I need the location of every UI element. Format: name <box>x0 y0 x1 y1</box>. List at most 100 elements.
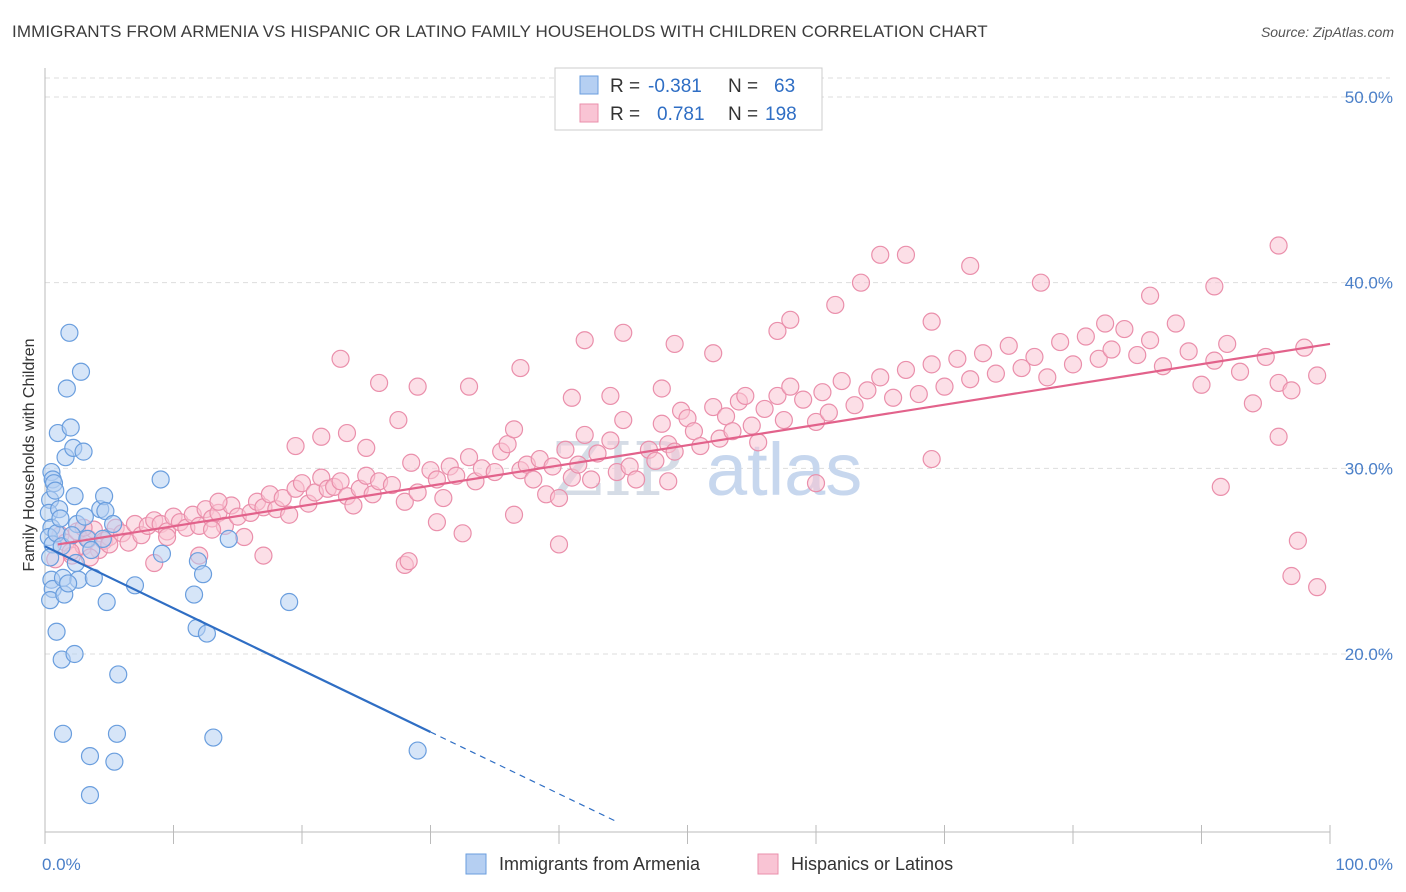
hispanics-point-134 <box>1128 345 1147 365</box>
hispanics-point-124 <box>999 336 1018 355</box>
hispanics-point-71 <box>524 470 543 489</box>
chart-source: Source: ZipAtlas.com <box>1260 24 1394 40</box>
armenia-point-24 <box>65 487 84 506</box>
hispanics-point-129 <box>1063 355 1083 374</box>
series-hispanics-points <box>46 236 1327 597</box>
hispanics-point-178 <box>357 438 376 458</box>
hispanics-point-195 <box>659 472 678 491</box>
legend-n-value-1: 63 <box>774 76 795 97</box>
hispanics-point-193 <box>504 505 524 524</box>
watermark-atlas: atlas <box>706 428 862 511</box>
hispanics-point-162 <box>665 334 684 354</box>
armenia-point-21 <box>60 323 79 342</box>
hispanics-point-153 <box>1031 273 1050 292</box>
hispanics-point-116 <box>896 360 916 380</box>
correlation-legend: R = -0.381 N = 63 R = 0.781 N = 198 <box>554 67 823 131</box>
hispanics-point-180 <box>209 492 228 511</box>
hispanics-point-65 <box>485 462 504 482</box>
hispanics-point-159 <box>1096 314 1115 333</box>
hispanics-point-199 <box>1269 427 1288 446</box>
x-tick-label-0: 0.0% <box>42 855 81 874</box>
hispanics-point-133 <box>1115 319 1134 339</box>
hispanics-point-143 <box>1243 394 1263 413</box>
hispanics-point-54 <box>395 492 414 511</box>
armenia-point-48 <box>184 585 204 604</box>
hispanics-point-177 <box>337 423 357 443</box>
hispanics-point-197 <box>922 449 941 469</box>
armenia-point-41 <box>97 592 116 612</box>
x-tick-label-1: 100.0% <box>1335 855 1393 874</box>
hispanics-point-59 <box>434 488 453 508</box>
hispanics-point-171 <box>704 344 723 363</box>
hispanics-point-150 <box>871 245 890 264</box>
armenia-point-42 <box>104 514 123 534</box>
armenia-point-44 <box>152 544 172 563</box>
series-legend: Immigrants from Armenia Hispanics or Lat… <box>465 853 953 875</box>
hispanics-point-144 <box>1256 347 1275 367</box>
hispanics-trend-line <box>57 342 1331 546</box>
hispanics-point-149 <box>851 273 871 292</box>
hispanics-point-101 <box>742 416 761 435</box>
armenia-point-45 <box>151 470 170 489</box>
armenia-point-47 <box>193 565 213 584</box>
armenia-point-22 <box>61 418 80 437</box>
hispanics-point-170 <box>562 388 581 407</box>
hispanics-point-173 <box>781 310 800 329</box>
hispanics-point-40 <box>292 474 312 493</box>
hispanics-point-86 <box>626 470 646 489</box>
y-axis-label: Family Households with Children <box>21 339 38 572</box>
armenia-point-33 <box>75 507 94 526</box>
hispanics-point-79 <box>575 425 594 445</box>
hispanics-point-164 <box>511 358 530 378</box>
hispanics-point-160 <box>768 321 787 341</box>
hispanics-point-99 <box>723 422 742 441</box>
hispanics-point-168 <box>459 377 479 396</box>
legend-swatch-blue <box>579 75 599 95</box>
hispanics-point-114 <box>871 368 890 387</box>
hispanics-point-120 <box>948 349 967 368</box>
hispanics-point-89 <box>652 414 671 433</box>
hispanics-point-102 <box>749 433 768 452</box>
hispanics-point-113 <box>858 381 877 400</box>
hispanics-point-119 <box>935 377 954 396</box>
bottom-legend-swatch-armenia <box>465 853 487 875</box>
legend-n-value-2: 198 <box>765 104 797 125</box>
hispanics-point-88 <box>646 451 665 471</box>
tick-labels: 20.0% 30.0% 40.0% 50.0% 0.0% 100.0% <box>42 88 1393 874</box>
hispanics-point-181 <box>202 520 222 539</box>
hispanics-point-103 <box>755 399 774 419</box>
hispanics-point-191 <box>427 513 447 532</box>
hispanics-point-201 <box>1282 566 1301 586</box>
armenia-point-20 <box>57 379 76 398</box>
hispanics-point-117 <box>909 384 928 404</box>
armenia-point-55 <box>65 644 84 664</box>
hispanics-point-198 <box>1211 477 1230 496</box>
hispanics-point-175 <box>312 427 331 446</box>
hispanics-point-169 <box>601 386 620 406</box>
series-armenia-points <box>39 323 427 805</box>
hispanics-point-196 <box>806 474 826 493</box>
y-tick-label-2: 40.0% <box>1345 274 1393 293</box>
hispanics-point-84 <box>614 410 633 430</box>
hispanics-point-132 <box>1102 340 1121 359</box>
hispanics-point-176 <box>286 436 305 456</box>
hispanics-point-78 <box>569 455 588 474</box>
hispanics-point-161 <box>614 323 633 342</box>
hispanics-point-146 <box>1282 381 1301 400</box>
armenia-point-32 <box>74 442 93 461</box>
armenia-point-43 <box>125 576 145 595</box>
legend-r-value-2: 0.781 <box>657 104 705 125</box>
armenia-point-31 <box>71 362 91 381</box>
hispanics-point-111 <box>832 371 851 391</box>
hispanics-point-148 <box>1308 366 1327 385</box>
armenia-point-51 <box>219 529 238 548</box>
hispanics-point-166 <box>370 373 389 393</box>
hispanics-point-53 <box>382 475 402 495</box>
bottom-legend-armenia: Immigrants from Armenia <box>499 854 701 874</box>
hispanics-point-76 <box>556 440 575 459</box>
hispanics-point-152 <box>961 256 980 276</box>
hispanics-point-174 <box>652 379 671 398</box>
hispanics-point-157 <box>826 295 845 315</box>
hispanics-point-158 <box>922 312 941 331</box>
hispanics-point-127 <box>1038 368 1057 387</box>
